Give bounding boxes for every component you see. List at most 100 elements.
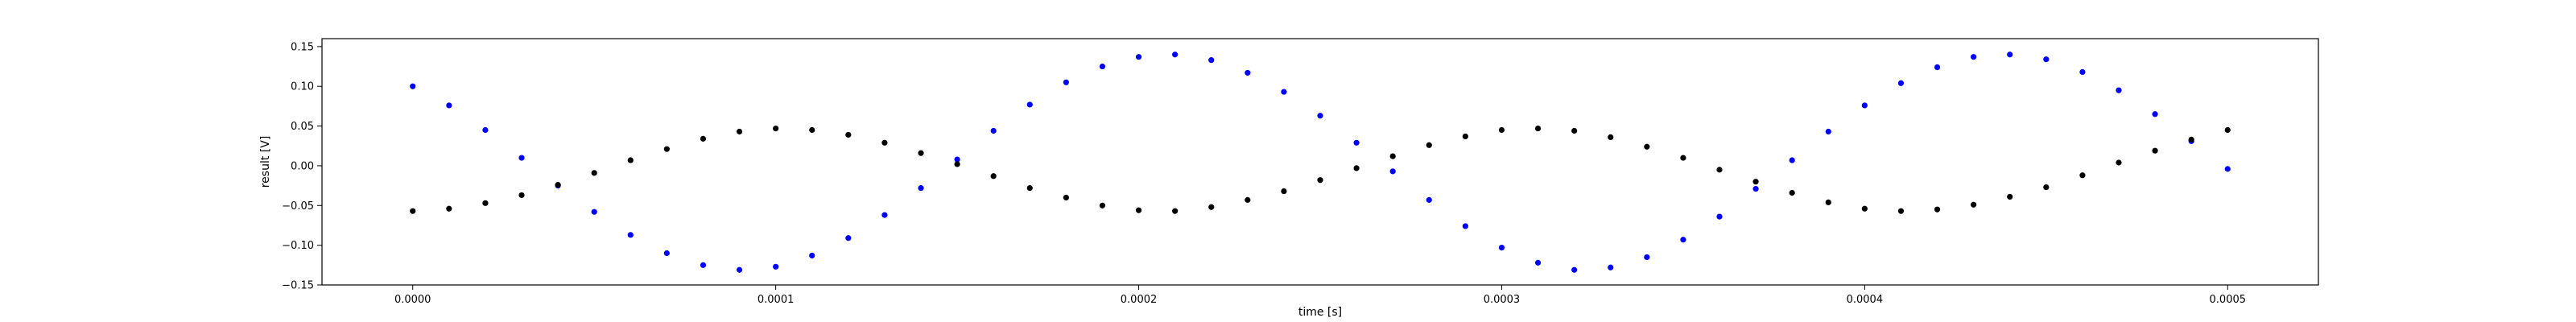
data-point [1026, 184, 1033, 192]
data-point [1426, 142, 1432, 148]
series-0 [410, 52, 2231, 273]
data-point [627, 157, 634, 163]
data-point [1135, 54, 1142, 60]
data-point [518, 192, 525, 199]
data-point [1752, 185, 1759, 192]
data-point [918, 150, 924, 156]
y-axis-label: result [V] [259, 136, 272, 188]
data-point [446, 102, 452, 109]
data-point [1897, 208, 1905, 214]
data-point [410, 208, 416, 214]
data-point [1389, 168, 1396, 175]
data-point [2079, 68, 2086, 76]
x-tick-label: 0.0003 [1484, 294, 1521, 306]
data-point [1099, 63, 1106, 70]
x-tick-label: 0.0002 [1121, 294, 1158, 306]
data-point [1644, 143, 1650, 150]
data-point [663, 250, 670, 257]
data-point [2116, 87, 2122, 93]
data-point [482, 126, 489, 134]
data-point [1353, 165, 1360, 171]
data-point [2152, 111, 2158, 118]
data-point [1571, 127, 1578, 134]
data-point [1063, 194, 1069, 201]
data-point [1534, 259, 1542, 266]
data-point [1680, 237, 1686, 243]
data-point [1353, 139, 1360, 146]
x-tick-label: 0.0004 [1847, 294, 1884, 306]
data-point [1172, 208, 1179, 214]
data-point [2007, 193, 2013, 200]
data-point [627, 232, 634, 238]
data-point [1752, 179, 1759, 185]
data-point [410, 83, 416, 89]
y-tick-label: −0.05 [282, 200, 314, 213]
data-point [1281, 89, 1287, 95]
data-point [663, 146, 670, 152]
data-point [700, 262, 707, 268]
data-point [990, 127, 997, 134]
data-point [1825, 128, 1831, 135]
data-point [809, 126, 815, 134]
data-point [2043, 56, 2050, 63]
data-point [1934, 64, 1941, 71]
data-point [1608, 134, 1614, 140]
data-point [1716, 167, 1723, 173]
data-point [954, 161, 960, 167]
y-tick-label: 0.05 [291, 121, 314, 133]
data-point [1462, 133, 1468, 140]
data-point [809, 252, 815, 259]
data-point [1789, 157, 1795, 163]
data-point [1825, 199, 1831, 205]
data-point [1971, 201, 1977, 208]
data-point [1861, 205, 1868, 212]
y-axis-ticks: −0.15 −0.10 −0.05 0.00 0.05 0.10 0.15 [282, 41, 322, 292]
data-point [2079, 172, 2086, 179]
data-point [1172, 52, 1179, 58]
data-point [1208, 204, 1215, 210]
data-point [954, 156, 960, 163]
x-tick-label: 0.0005 [2210, 294, 2247, 306]
data-point [2007, 52, 2013, 58]
y-tick-label: 0.15 [291, 41, 314, 53]
data-point [555, 182, 561, 188]
data-point [1534, 125, 1542, 132]
data-point [1897, 80, 1905, 86]
data-point [2152, 147, 2158, 154]
data-point [881, 139, 888, 146]
data-point [446, 205, 452, 212]
data-point [1971, 54, 1977, 60]
data-point [1462, 223, 1468, 229]
data-point [2116, 159, 2122, 166]
data-point [2224, 126, 2231, 134]
x-axis-ticks: 0.0000 0.0001 0.0002 0.0003 0.0004 0.0005 [394, 285, 2246, 306]
y-tick-label: −0.10 [282, 240, 314, 252]
data-point [482, 200, 489, 206]
data-point [2188, 136, 2194, 142]
y-tick-label: −0.15 [282, 280, 314, 292]
data-point [1317, 177, 1323, 184]
data-point [1245, 196, 1251, 203]
data-point [773, 125, 779, 132]
data-point [1716, 213, 1723, 220]
data-point [736, 128, 743, 135]
data-point [1245, 69, 1251, 76]
y-tick-label: 0.10 [291, 81, 314, 93]
data-point [736, 266, 743, 273]
y-tick-label: 0.00 [291, 160, 314, 172]
data-point [1426, 196, 1432, 203]
data-point [1389, 153, 1396, 159]
data-point [2224, 166, 2231, 172]
data-point [1135, 207, 1142, 213]
data-point [845, 235, 852, 242]
data-point [1934, 206, 1941, 213]
data-point [918, 184, 924, 192]
data-point [1208, 57, 1215, 64]
data-point [1789, 189, 1795, 196]
data-point [591, 170, 597, 176]
x-tick-label: 0.0000 [394, 294, 431, 306]
data-point [1861, 102, 1868, 109]
data-point [990, 173, 997, 180]
